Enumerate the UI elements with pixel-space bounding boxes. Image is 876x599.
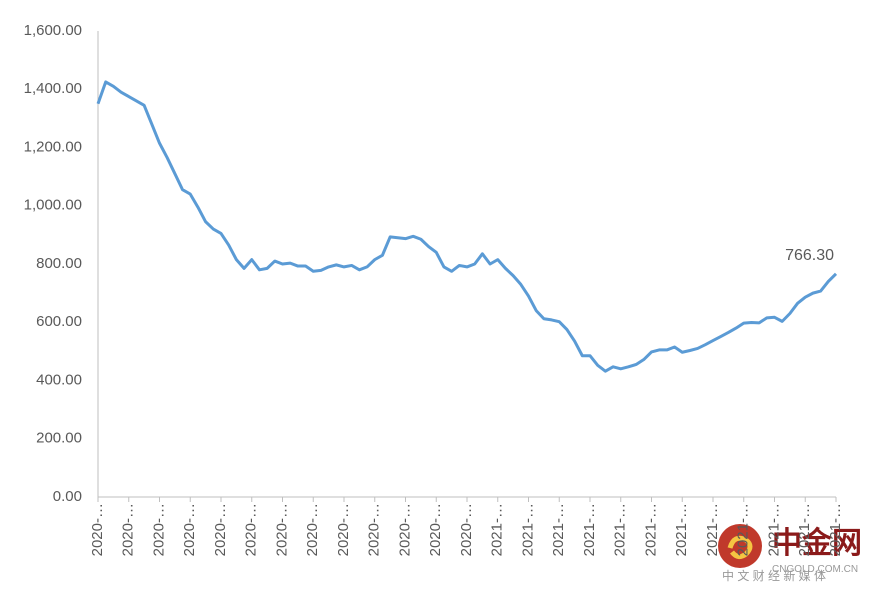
x-tick-label: 2021-… [550, 503, 567, 556]
x-tick-label: 2021-… [673, 503, 690, 556]
x-tick-label: 2021-… [765, 503, 782, 556]
y-tick-label: 400.00 [36, 371, 82, 388]
y-tick-label: 1,400.00 [24, 80, 82, 97]
y-tick-label: 200.00 [36, 430, 82, 447]
x-tick-label: 2020-… [120, 503, 137, 556]
x-tick-label: 2021-… [704, 503, 721, 556]
y-tick-label: 0.00 [53, 488, 82, 505]
logo-swirl [727, 535, 753, 560]
watermark-site: CNGOLD.COM.CN [772, 564, 858, 575]
x-tick-label: 2021-… [735, 503, 752, 556]
x-tick-label: 2020-… [304, 503, 321, 556]
y-tick-label: 600.00 [36, 313, 82, 330]
y-tick-label: 1,200.00 [24, 138, 82, 155]
x-tick-label: 2021-… [827, 503, 844, 556]
x-tick-label: 2021-… [796, 503, 813, 556]
y-tick-label: 1,000.00 [24, 197, 82, 214]
x-tick-label: 2020-… [273, 503, 290, 556]
x-tick-label: 2021-… [612, 503, 629, 556]
x-tick-label: 2020-… [458, 503, 475, 556]
y-tick-label: 1,600.00 [24, 22, 82, 39]
watermark-name: 中金网 [772, 526, 862, 560]
x-tick-label: 2020-… [243, 503, 260, 556]
watermark-slogan: 中 文 财 经 新 媒 体 [722, 568, 826, 583]
x-tick-label: 2020-… [396, 503, 413, 556]
x-tick-label: 2020-… [150, 503, 167, 556]
x-tick-label: 2020-… [427, 503, 444, 556]
data-label: 766.30 [785, 247, 834, 264]
logo-circle [718, 524, 762, 568]
x-tick-label: 2020-… [335, 503, 352, 556]
x-tick-label: 2020-… [89, 503, 106, 556]
line-series [96, 80, 838, 373]
x-tick-label: 2020-… [366, 503, 383, 556]
y-tick-label: 800.00 [36, 255, 82, 272]
x-tick-label: 2020-… [181, 503, 198, 556]
x-tick-label: 2021-… [642, 503, 659, 556]
logo: 中金网 CNGOLD.COM.CN 中 文 财 经 新 媒 体 [718, 524, 862, 583]
x-tick-label: 2021-… [581, 503, 598, 556]
x-tick-label: 2020-… [212, 503, 229, 556]
x-tick-label: 2021-… [489, 503, 506, 556]
x-tick-label: 2021-… [519, 503, 536, 556]
